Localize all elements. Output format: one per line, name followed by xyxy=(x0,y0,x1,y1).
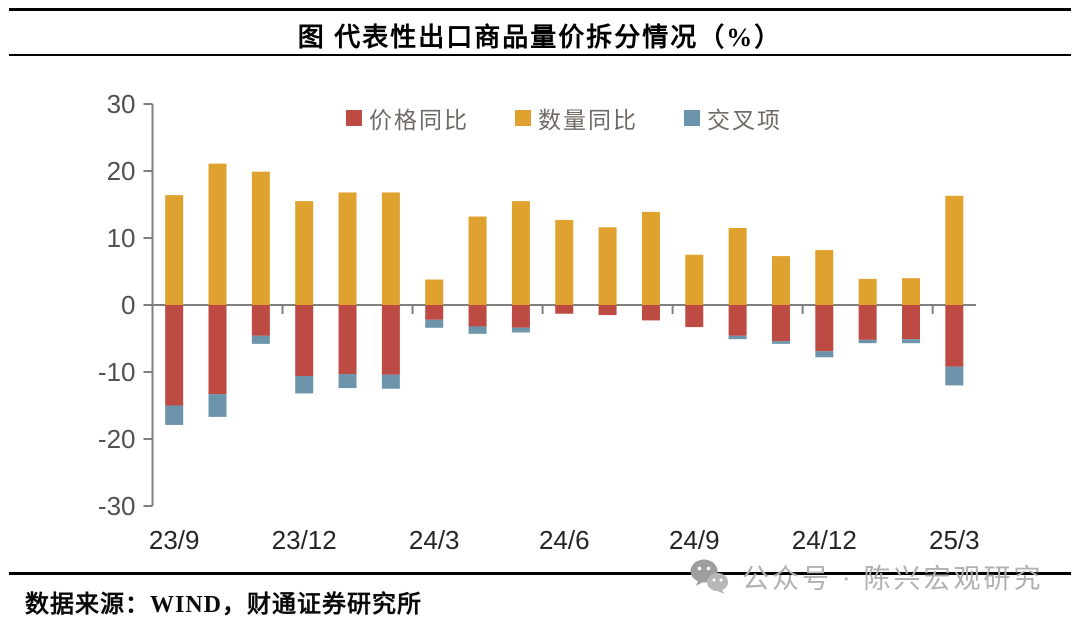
bar-quantity-23/11 xyxy=(251,171,270,305)
legend-swatch-cross-term xyxy=(684,110,700,126)
bar-price-25/1 xyxy=(858,305,877,340)
watermark-text: 公众号 · 陈兴宏观研究 xyxy=(742,563,1044,594)
source-text: 数据来源：WIND，财通证券研究所 xyxy=(25,592,423,618)
bar-cross-24/11 xyxy=(771,341,790,344)
x-tick-label-24/12: 24/12 xyxy=(792,525,857,555)
bar-quantity-23/12 xyxy=(295,201,314,305)
legend-item-cross-term: 交叉项 xyxy=(684,101,782,135)
x-tick-label-23/12: 23/12 xyxy=(272,525,337,555)
wechat-icon xyxy=(690,559,728,594)
bar-cross-24/5 xyxy=(511,327,530,333)
bar-cross-24/2 xyxy=(381,374,400,389)
bar-cross-23/10 xyxy=(208,394,227,417)
bar-quantity-25/3 xyxy=(945,195,964,305)
bar-quantity-25/1 xyxy=(858,278,877,305)
legend-label-price-yoy: 价格同比 xyxy=(369,108,469,133)
bar-quantity-24/10 xyxy=(728,227,747,305)
bar-quantity-24/9 xyxy=(685,254,704,305)
bar-quantity-23/9 xyxy=(165,195,184,305)
y-tick-label-10: 10 xyxy=(107,223,136,253)
x-tick-label-25/3: 25/3 xyxy=(929,525,980,555)
bar-quantity-25/2 xyxy=(901,278,920,305)
bar-quantity-24/12 xyxy=(815,250,834,305)
bar-price-25/3 xyxy=(945,305,964,367)
bar-quantity-24/7 xyxy=(598,227,617,305)
bar-cross-23/12 xyxy=(295,376,314,394)
bar-price-23/10 xyxy=(208,305,227,395)
x-tick-label-23/9: 23/9 xyxy=(149,525,200,555)
y-tick-label--20: -20 xyxy=(98,424,136,454)
watermark: 公众号 · 陈兴宏观研究 xyxy=(688,553,1044,599)
bar-price-24/1 xyxy=(338,305,357,375)
y-tick-label-20: 20 xyxy=(107,156,136,186)
x-tick-label-24/6: 24/6 xyxy=(539,525,590,555)
bar-cross-24/12 xyxy=(815,351,834,358)
bar-price-24/7 xyxy=(598,305,617,316)
bar-price-24/2 xyxy=(381,305,400,375)
y-tick-label--30: -30 xyxy=(98,491,136,521)
bar-price-24/11 xyxy=(771,305,790,342)
legend-item-price-yoy: 价格同比 xyxy=(346,101,469,135)
bar-cross-24/3 xyxy=(425,319,444,328)
legend-label-quantity-yoy: 数量同比 xyxy=(538,108,638,133)
bar-price-23/11 xyxy=(251,305,270,336)
bar-quantity-23/10 xyxy=(208,163,227,305)
bar-price-24/5 xyxy=(511,305,530,328)
bar-quantity-24/5 xyxy=(511,201,530,305)
y-tick-label-30: 30 xyxy=(107,89,136,119)
footer-rule xyxy=(9,572,1071,575)
bar-cross-25/3 xyxy=(945,366,964,386)
legend-item-quantity-yoy: 数量同比 xyxy=(515,101,638,135)
legend-swatch-quantity-yoy xyxy=(515,110,531,126)
legend-swatch-price-yoy xyxy=(346,110,362,126)
y-tick-label--10: -10 xyxy=(98,357,136,387)
bar-cross-24/4 xyxy=(468,326,487,334)
bar-price-24/8 xyxy=(641,305,660,321)
bar-price-23/9 xyxy=(165,305,184,406)
bar-cross-23/11 xyxy=(251,335,270,344)
x-tick-label-24/9: 24/9 xyxy=(669,525,720,555)
bar-quantity-24/3 xyxy=(425,279,444,305)
bar-price-24/4 xyxy=(468,305,487,327)
bar-price-23/12 xyxy=(295,305,314,377)
bar-price-24/9 xyxy=(685,305,704,328)
bar-cross-24/1 xyxy=(338,374,357,389)
bar-cross-25/2 xyxy=(901,339,920,344)
y-tick-label-0: 0 xyxy=(121,290,135,320)
bar-quantity-24/6 xyxy=(555,219,574,305)
bar-cross-23/9 xyxy=(165,405,184,425)
bar-quantity-24/11 xyxy=(771,256,790,305)
title-rule-bottom xyxy=(9,54,1071,56)
title-rule-top xyxy=(9,8,1071,11)
bar-price-24/10 xyxy=(728,305,747,336)
bar-quantity-24/2 xyxy=(381,192,400,305)
bar-cross-24/10 xyxy=(728,335,747,340)
x-tick-label-24/3: 24/3 xyxy=(409,525,460,555)
bar-price-25/2 xyxy=(901,305,920,340)
bar-price-24/6 xyxy=(555,305,574,314)
legend-label-cross-term: 交叉项 xyxy=(707,108,782,133)
bar-price-24/3 xyxy=(425,305,444,320)
chart-title: 图 代表性出口商品量价拆分情况（%） xyxy=(297,23,783,52)
bar-quantity-24/8 xyxy=(641,211,660,305)
bar-price-24/12 xyxy=(815,305,834,352)
bar-quantity-24/1 xyxy=(338,192,357,305)
chart-legend: 价格同比 数量同比 交叉项 xyxy=(152,101,976,135)
bar-cross-25/1 xyxy=(858,339,877,344)
bar-quantity-24/4 xyxy=(468,216,487,305)
